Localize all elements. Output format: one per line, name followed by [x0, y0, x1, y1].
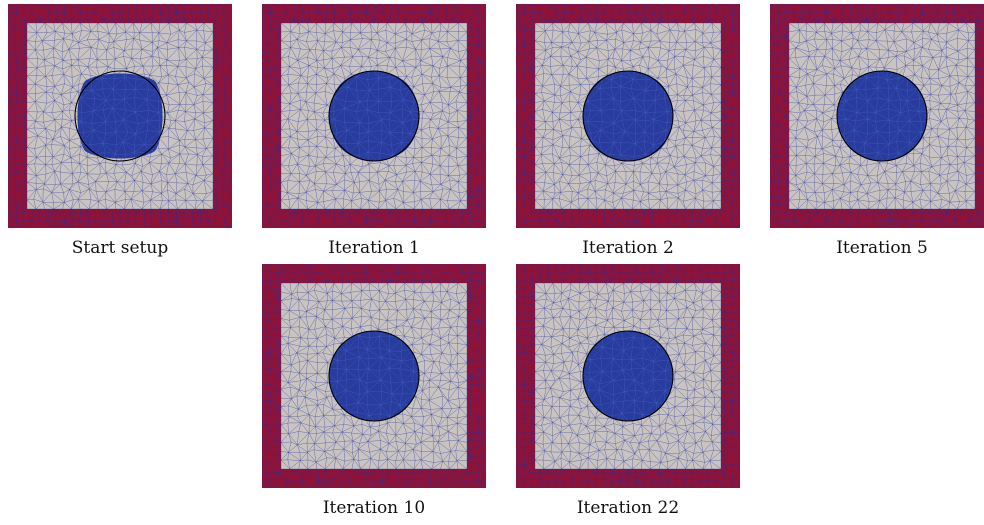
panel-iteration-1: Iteration 1	[262, 4, 486, 258]
panel-caption: Iteration 10	[322, 498, 426, 518]
panel-iteration-2: Iteration 2	[516, 4, 740, 258]
target-circle	[328, 330, 420, 422]
target-circle	[74, 70, 166, 162]
inclusion-shape	[583, 331, 673, 421]
panel-iteration-10: Iteration 10	[262, 264, 486, 518]
panel-caption: Iteration 2	[582, 238, 674, 258]
panel-caption: Iteration 1	[328, 238, 420, 258]
panel-iteration-5: Iteration 5	[770, 4, 984, 258]
inclusion-shape	[329, 71, 419, 161]
mesh-plot	[516, 264, 740, 488]
mesh-plot	[262, 4, 486, 228]
mesh-plot	[770, 4, 984, 228]
panel-caption: Start setup	[71, 238, 169, 258]
target-circle	[582, 70, 674, 162]
target-circle	[836, 70, 928, 162]
target-circle	[582, 330, 674, 422]
panel-start-setup: Start setup	[8, 4, 232, 258]
inclusion-shape	[583, 71, 673, 161]
mesh-plot	[8, 4, 232, 228]
panel-caption: Iteration 5	[836, 238, 928, 258]
panel-iteration-22: Iteration 22	[516, 264, 740, 518]
panel-caption: Iteration 22	[576, 498, 680, 518]
mesh-plot	[262, 264, 486, 488]
inclusion-mesh	[77, 73, 163, 159]
mesh-plot	[516, 4, 740, 228]
target-circle	[328, 70, 420, 162]
